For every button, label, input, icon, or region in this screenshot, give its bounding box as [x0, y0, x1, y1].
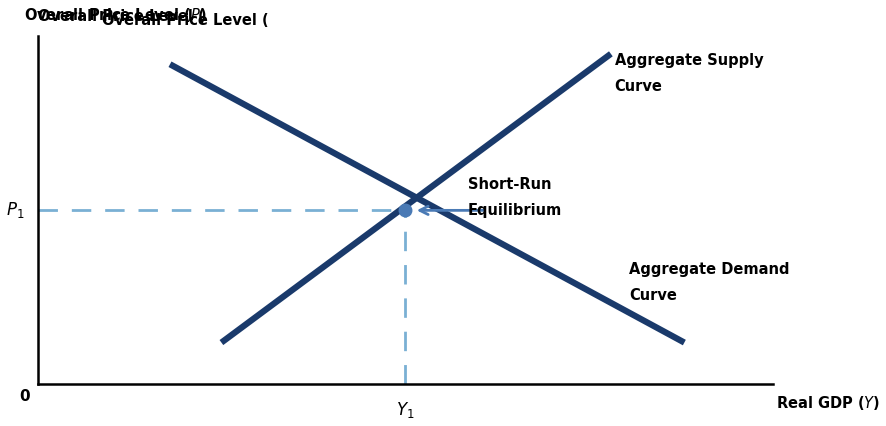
Text: Overall Price Level (: Overall Price Level ( — [38, 9, 204, 24]
Text: Aggregate Supply: Aggregate Supply — [614, 53, 762, 68]
Text: $\mathit{Y}_1$: $\mathit{Y}_1$ — [395, 400, 414, 420]
Text: Overall Price Level (: Overall Price Level ( — [102, 13, 268, 28]
Text: Overall Price Level ($\mathit{P}$): Overall Price Level ($\mathit{P}$) — [25, 6, 206, 24]
Text: $\mathit{P}_1$: $\mathit{P}_1$ — [6, 200, 25, 220]
Text: 0: 0 — [19, 389, 30, 404]
Text: Short-Run: Short-Run — [467, 177, 550, 192]
Text: Curve: Curve — [614, 79, 662, 95]
Text: Curve: Curve — [628, 288, 676, 303]
Text: Aggregate Demand: Aggregate Demand — [628, 262, 789, 277]
Text: Overall Price Level (​: Overall Price Level (​ — [38, 9, 204, 24]
Text: Real GDP ($\mathit{Y}$): Real GDP ($\mathit{Y}$) — [775, 394, 879, 412]
Text: Equilibrium: Equilibrium — [467, 203, 561, 218]
